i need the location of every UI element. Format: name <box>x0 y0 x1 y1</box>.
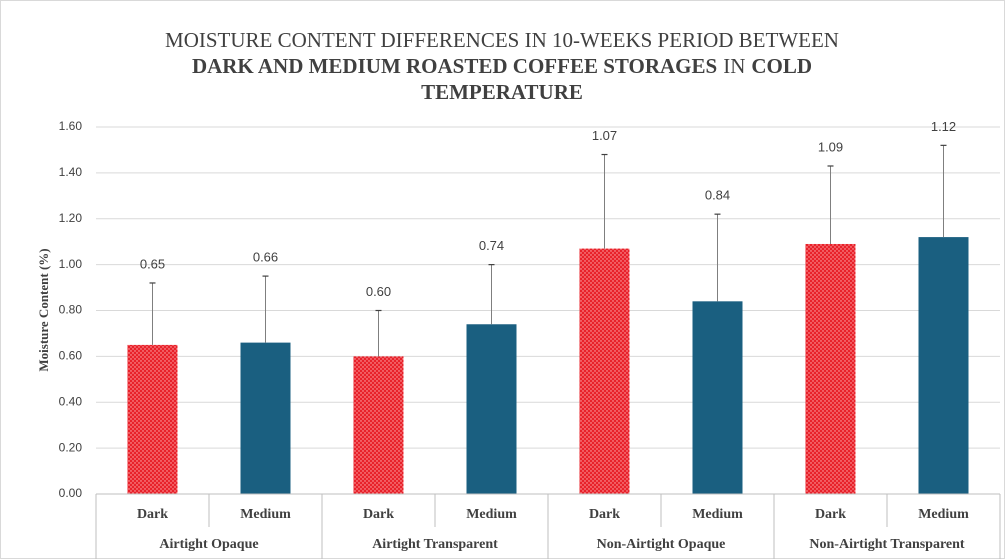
y-axis-label: Moisture Content (%) <box>36 248 51 371</box>
y-tick-label: 0.40 <box>59 394 83 408</box>
title-part: IN <box>723 54 745 78</box>
data-label: 1.09 <box>818 139 843 154</box>
x-group-label: Airtight Opaque <box>159 537 258 552</box>
data-label: 1.12 <box>931 119 956 134</box>
title-part: MOISTURE CONTENT DIFFERENCES IN 10-WEEKS… <box>165 28 839 52</box>
x-group-label: Airtight Transparent <box>372 537 498 552</box>
x-tick-label: Dark <box>137 507 168 522</box>
y-tick-label: 0.80 <box>59 303 83 317</box>
bar <box>466 324 517 494</box>
bar <box>353 356 404 494</box>
y-tick-label: 0.60 <box>59 349 83 363</box>
x-group-label: Non-Airtight Transparent <box>809 537 965 552</box>
y-tick-label: 1.60 <box>59 119 83 133</box>
y-tick-label: 1.00 <box>59 257 83 271</box>
title-part: TEMPERATURE <box>421 80 583 104</box>
title-part: DARK AND MEDIUM ROASTED COFFEE STORAGES <box>192 54 717 78</box>
x-tick-label: Medium <box>240 507 291 522</box>
y-tick-label: 1.20 <box>59 211 83 225</box>
x-tick-label: Medium <box>466 507 517 522</box>
x-tick-label: Medium <box>692 507 743 522</box>
title-part: COLD <box>751 54 812 78</box>
data-label: 0.66 <box>253 250 278 265</box>
bar <box>918 237 969 494</box>
bar <box>692 301 743 494</box>
bar <box>579 248 630 494</box>
data-label: 1.07 <box>592 128 617 143</box>
chart-title: TEMPERATURE <box>421 80 583 104</box>
x-tick-label: Dark <box>815 507 846 522</box>
bar <box>805 243 856 494</box>
data-label: 0.60 <box>366 284 391 299</box>
bar <box>240 342 291 494</box>
chart-title: MOISTURE CONTENT DIFFERENCES IN 10-WEEKS… <box>165 28 839 52</box>
x-group-label: Non-Airtight Opaque <box>597 537 726 552</box>
x-tick-label: Dark <box>363 507 394 522</box>
chart-title: DARK AND MEDIUM ROASTED COFFEE STORAGES I… <box>192 54 812 78</box>
x-tick-label: Medium <box>918 507 969 522</box>
bar <box>127 344 178 494</box>
data-label: 0.84 <box>705 188 730 203</box>
y-tick-label: 0.00 <box>59 486 83 500</box>
data-label: 0.65 <box>140 256 165 271</box>
x-tick-label: Dark <box>589 507 620 522</box>
data-label: 0.74 <box>479 238 504 253</box>
y-tick-label: 1.40 <box>59 165 83 179</box>
y-tick-label: 0.20 <box>59 440 83 454</box>
